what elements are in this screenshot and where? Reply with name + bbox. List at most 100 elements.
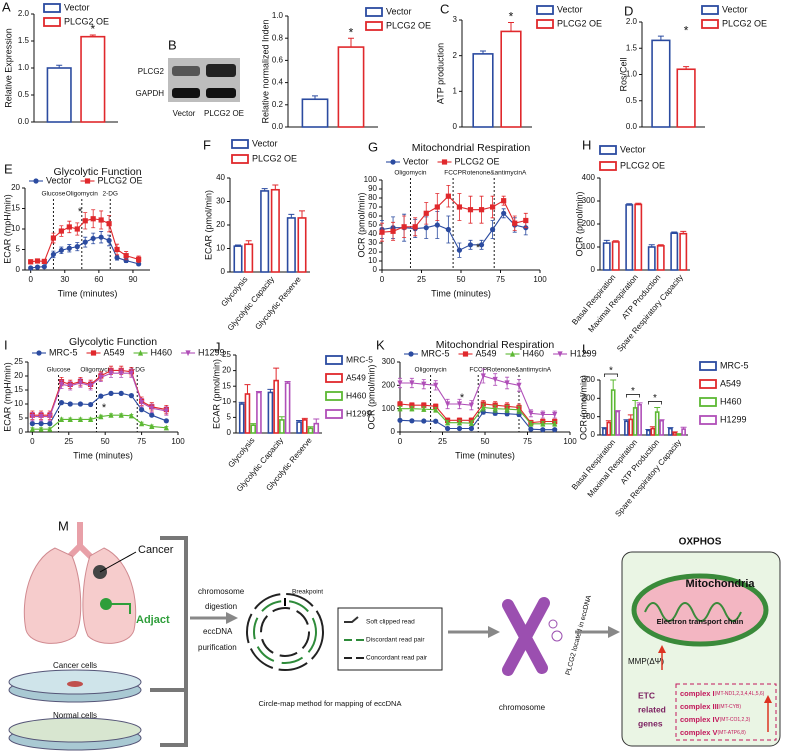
marker xyxy=(528,426,534,432)
legend-marker xyxy=(90,350,97,356)
legend-label: PLCG2 OE xyxy=(620,160,665,170)
western-blot: PLCG2 GAPDH Vector PLCG2 OE xyxy=(136,58,244,118)
bar xyxy=(602,427,607,436)
marker xyxy=(108,370,114,377)
y-axis-label: Relative Expression xyxy=(3,28,13,108)
legend-swatch xyxy=(231,154,249,164)
legend-label: A549 xyxy=(476,348,497,358)
x-tick-label: Glycolytic Capacity xyxy=(226,275,276,333)
error-bar xyxy=(667,427,674,429)
marker xyxy=(390,228,396,234)
error-bar xyxy=(610,379,617,391)
legend-label: MRC-5 xyxy=(720,360,749,370)
y-tick-label: 15 xyxy=(222,381,231,390)
marker xyxy=(77,401,84,407)
marker xyxy=(492,405,498,412)
error-bar xyxy=(635,202,642,205)
marker xyxy=(434,222,440,228)
bar xyxy=(628,418,634,436)
y-tick-label: 0.8 xyxy=(272,33,284,42)
y-tick-label: 0 xyxy=(391,427,396,436)
marker xyxy=(421,381,427,388)
y-axis-label: ECAR (pmol/min) xyxy=(211,359,221,429)
marker xyxy=(540,411,546,418)
significance: * xyxy=(653,393,657,404)
legend-label: PLCG2 OE xyxy=(64,16,109,26)
mmp-label: MMP(ΔΨ) xyxy=(628,657,664,666)
lung-label: Adjact xyxy=(136,614,170,626)
bar xyxy=(615,410,620,436)
complex-genes: (MT-CO1,2,3) xyxy=(720,717,751,723)
lung-label: Cancer xyxy=(138,544,174,556)
y-tick-label: 25 xyxy=(222,350,231,359)
complex-name: complex I xyxy=(680,689,715,698)
x-tick-label: 100 xyxy=(533,275,547,284)
marker xyxy=(409,405,415,412)
legend-label: A549 xyxy=(720,378,741,388)
event-label: FCCP xyxy=(444,170,462,177)
error-bar xyxy=(605,420,612,423)
line xyxy=(32,392,167,425)
marker xyxy=(29,414,35,420)
pointer xyxy=(106,603,131,614)
legend-label: Vector xyxy=(386,6,412,16)
complex: complex III(MT-CYB) xyxy=(680,702,741,711)
y-tick-label: 60 xyxy=(368,211,377,220)
legend-marker xyxy=(33,178,39,184)
marker xyxy=(28,259,34,265)
marker xyxy=(77,416,84,422)
y-tick-label: 20 xyxy=(14,371,23,380)
bar xyxy=(625,204,634,271)
eccdna-note: PLCG2 located in eccDNA xyxy=(565,594,593,676)
marker xyxy=(58,247,64,253)
bar xyxy=(668,427,673,436)
marker xyxy=(128,412,134,419)
marker xyxy=(88,383,94,389)
bar xyxy=(634,203,643,271)
error-bar xyxy=(645,429,652,431)
marker xyxy=(516,406,522,413)
error-bar xyxy=(284,381,291,384)
error-bar xyxy=(313,418,320,424)
legend-swatch xyxy=(365,7,383,17)
read-arc xyxy=(260,607,310,657)
legend-label: H1299 xyxy=(346,408,371,418)
error-bar xyxy=(657,244,664,246)
x-tick-label: 50 xyxy=(481,437,490,446)
bar xyxy=(286,217,296,273)
error-bar xyxy=(267,388,274,393)
marker xyxy=(163,418,169,424)
marker xyxy=(468,425,474,432)
legend-swatch xyxy=(365,21,383,31)
etc-label: Electron transport chain xyxy=(657,617,744,626)
read-arc xyxy=(253,600,317,664)
breakpoint-label: Breakpoint xyxy=(292,589,323,596)
legend-swatch xyxy=(699,397,717,407)
y-axis-label: Ros/Cell xyxy=(618,57,628,91)
y-tick-label: 1.0 xyxy=(626,70,638,79)
x-tick-label: 25 xyxy=(64,437,73,446)
marker xyxy=(41,258,47,264)
legend-swatch xyxy=(599,161,617,171)
y-axis-label: ECAR (mpH/min) xyxy=(2,194,12,264)
bar xyxy=(654,411,660,436)
marker xyxy=(90,235,96,242)
marker xyxy=(98,413,104,420)
legend-swatch xyxy=(325,391,343,401)
y-tick-label: 300 xyxy=(382,357,396,366)
x-axis-label: Time (minutes) xyxy=(73,450,133,460)
bar xyxy=(244,243,254,273)
error-bar xyxy=(623,419,630,422)
marker xyxy=(41,264,47,270)
bar xyxy=(270,188,280,273)
significance: * xyxy=(349,25,354,39)
bar xyxy=(610,389,616,436)
y-tick-label: 5 xyxy=(19,413,24,422)
marker xyxy=(433,403,439,409)
error-bar xyxy=(261,188,268,191)
legend-text: Concordant read pair xyxy=(366,655,428,662)
legend-symbol xyxy=(344,616,359,623)
x-tick-label: 50 xyxy=(101,437,110,446)
x-tick-label: 60 xyxy=(94,275,103,284)
marker xyxy=(50,251,57,258)
